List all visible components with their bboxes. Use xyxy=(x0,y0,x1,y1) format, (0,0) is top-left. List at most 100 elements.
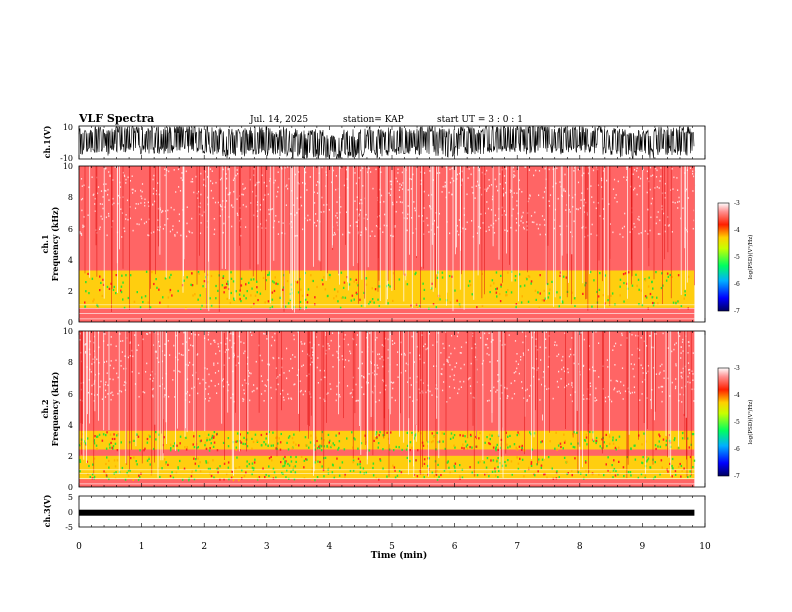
spectrogram-band-speckle xyxy=(343,448,346,451)
ch1-colorbar-tick-minus7: -7 xyxy=(734,308,740,315)
spectrogram-band-speckle xyxy=(210,442,212,445)
spectrogram-speckle xyxy=(125,178,127,181)
spectrogram-band-speckle xyxy=(501,464,504,467)
spectrogram-speckle xyxy=(192,374,194,377)
spectrogram-band-speckle xyxy=(680,464,683,468)
spectrogram-speckle xyxy=(377,353,379,356)
spectrogram-speckle xyxy=(516,222,518,224)
spectrogram-speckle xyxy=(229,191,231,194)
spectrogram-band-speckle xyxy=(432,303,435,306)
spectrogram-speckle xyxy=(505,214,507,216)
time-axis: 0 1 2 3 4 5 6 7 8 9 10 Time (min) xyxy=(76,542,711,561)
spectrogram-band-speckle xyxy=(329,274,331,277)
spectrogram-speckle xyxy=(429,390,431,393)
spectrogram-speckle xyxy=(509,191,511,193)
spectrogram-speckle xyxy=(311,361,313,363)
spectrogram-speckle xyxy=(522,222,524,224)
spectrogram-speckle xyxy=(316,219,319,222)
spectrogram-speckle xyxy=(465,228,467,230)
spectrogram-speckle xyxy=(300,196,302,199)
spectrogram-speckle xyxy=(435,212,437,214)
spectrogram-band-speckle xyxy=(305,306,307,309)
spectrogram-speckle xyxy=(622,398,624,400)
spectrogram-band-speckle xyxy=(586,443,588,446)
spectrogram-band-speckle xyxy=(232,280,235,283)
spectrogram-band-speckle xyxy=(659,435,661,438)
spectrogram-speckle xyxy=(153,231,155,233)
spectrogram-speckle xyxy=(640,364,642,366)
spectrogram-speckle xyxy=(490,390,492,392)
spectrogram-band-speckle xyxy=(479,432,481,435)
spectrogram-band-speckle xyxy=(382,448,384,451)
spectrogram-speckle xyxy=(144,391,146,394)
spectrogram-speckle xyxy=(315,336,317,338)
spectrogram-band-speckle xyxy=(232,479,235,482)
spectrogram-band-speckle xyxy=(176,444,178,447)
spectrogram-band-speckle xyxy=(200,439,202,442)
spectrogram-band-speckle xyxy=(282,457,285,460)
ch1-spectrogram-ylabel-frequency: Frequency (kHz) xyxy=(50,206,60,281)
spectrogram-speckle xyxy=(576,208,578,210)
spectrogram-speckle xyxy=(526,229,528,231)
spectrogram-band-speckle xyxy=(388,448,391,451)
spectrogram-speckle xyxy=(432,344,434,346)
spectrogram-band-speckle xyxy=(539,274,541,277)
spectrogram-band-speckle xyxy=(371,298,374,301)
spectrogram-speckle xyxy=(515,229,517,232)
spectrogram-band-speckle xyxy=(275,436,277,439)
spectrogram-band-speckle xyxy=(210,274,213,278)
spectrogram-band-speckle xyxy=(136,433,138,436)
spectrogram-band-speckle xyxy=(207,461,209,464)
spectrogram-speckle xyxy=(216,392,218,394)
spectrogram-band-speckle xyxy=(316,439,318,443)
spectrogram-speckle xyxy=(382,365,384,368)
spectrogram-band-speckle xyxy=(260,444,263,447)
spectrogram-band-speckle xyxy=(272,467,275,470)
spectrogram-band-speckle xyxy=(267,300,270,303)
spectrogram-band-speckle xyxy=(431,282,433,285)
spectrogram-band-speckle xyxy=(509,445,511,448)
spectrogram-speckle xyxy=(264,390,266,392)
spectrogram-speckle xyxy=(219,215,221,217)
spectrogram-speckle xyxy=(336,221,338,224)
spectrogram-speckle xyxy=(492,339,494,341)
spectrogram-band-speckle xyxy=(531,448,533,451)
spectrogram-speckle xyxy=(688,369,690,371)
spectrogram-band-speckle xyxy=(183,467,186,470)
spectrogram-speckle xyxy=(646,177,649,180)
spectrogram-speckle xyxy=(173,369,175,372)
spectrogram-band-speckle xyxy=(548,292,550,295)
spectrogram-band-speckle xyxy=(459,464,461,467)
spectrogram-band-speckle xyxy=(489,284,492,287)
spectrogram-band-speckle xyxy=(614,446,617,449)
spectrogram-speckle xyxy=(558,370,560,373)
spectrogram-band-speckle xyxy=(386,475,388,478)
spectrogram-band-speckle xyxy=(169,475,172,478)
spectrogram-speckle xyxy=(682,350,684,352)
spectrogram-speckle xyxy=(286,347,288,350)
spectrogram-band-speckle xyxy=(199,461,201,464)
spectrogram-band-speckle xyxy=(203,280,206,283)
spectrogram-speckle xyxy=(123,384,125,386)
spectrogram-speckle xyxy=(440,352,442,354)
spectrogram-speckle xyxy=(375,401,377,403)
spectrogram-band-speckle xyxy=(346,437,348,440)
spectrogram-band-speckle xyxy=(268,465,270,468)
spectrogram-band-speckle xyxy=(211,434,214,437)
spectrogram-band-speckle xyxy=(198,435,201,438)
spectrogram-band-speckle xyxy=(453,464,456,468)
spectrogram-band-speckle xyxy=(357,447,359,450)
spectrogram-speckle xyxy=(200,222,202,224)
spectrogram-band-speckle xyxy=(175,471,178,474)
spectrogram-band-speckle xyxy=(355,278,357,281)
spectrogram-band-speckle xyxy=(216,433,218,436)
spectrogram-speckle xyxy=(621,227,624,230)
spectrogram-band-speckle xyxy=(547,456,550,459)
spectrogram-band-speckle xyxy=(611,292,614,295)
spectrogram-speckle xyxy=(675,342,677,344)
spectrogram-speckle xyxy=(498,379,500,381)
spectrogram-band-speckle xyxy=(563,456,566,459)
spectrogram-band-speckle xyxy=(120,285,123,288)
spectrogram-band-speckle xyxy=(207,433,210,436)
spectrogram-speckle xyxy=(123,174,125,177)
